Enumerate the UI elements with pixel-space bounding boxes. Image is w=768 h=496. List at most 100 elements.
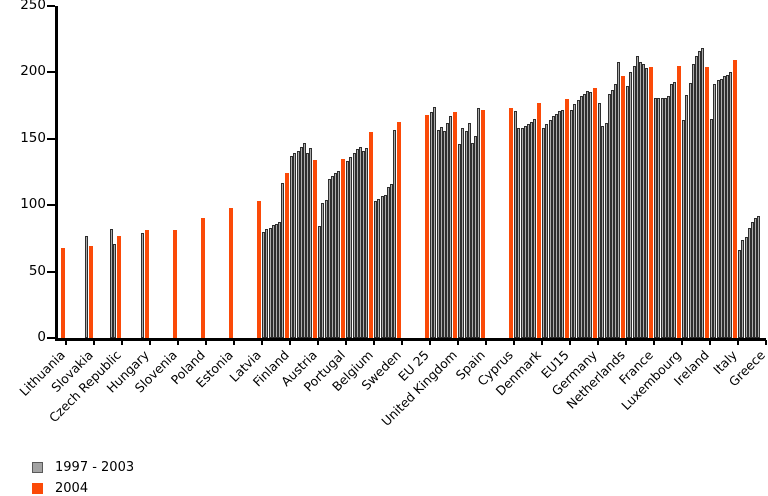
bar-2004 (676, 66, 682, 338)
bar-1997-2003 (573, 104, 577, 338)
bar-2004 (536, 103, 542, 338)
bar-1997-2003 (309, 148, 313, 338)
bar-2004 (340, 159, 346, 338)
bar-1997-2003 (530, 122, 534, 338)
x-tick (400, 340, 403, 345)
bar-1997-2003 (110, 229, 114, 338)
bar-2004 (508, 108, 514, 338)
bar-2004 (172, 230, 178, 338)
bar-1997-2003 (352, 153, 356, 338)
bar-1997-2003 (586, 91, 590, 338)
bar-1997-2003 (355, 149, 359, 338)
bar-1997-2003 (716, 80, 720, 338)
y-tick (47, 137, 55, 140)
bar-1997-2003 (663, 98, 667, 338)
bar-1997-2003 (85, 236, 89, 338)
bar-1997-2003 (290, 156, 294, 338)
bar-1997-2003 (374, 201, 378, 338)
bar-1997-2003 (477, 108, 481, 338)
bar-1997-2003 (660, 98, 664, 338)
bar-1997-2003 (337, 171, 341, 338)
bar-1997-2003 (673, 82, 677, 338)
x-tick (372, 340, 375, 345)
legend-item-1997-2003: 1997 - 2003 (32, 457, 134, 478)
bar-1997-2003 (275, 224, 278, 338)
bar-1997-2003 (346, 161, 350, 338)
bar-1997-2003 (268, 228, 272, 338)
bar-1997-2003 (362, 151, 366, 338)
bar-2004 (424, 115, 430, 338)
bar-1997-2003 (514, 111, 518, 338)
y-tick-label: 50 (28, 262, 46, 279)
bar-1997-2003 (324, 200, 328, 338)
bar-1997-2003 (738, 250, 742, 338)
x-tick (92, 340, 95, 345)
bar-1997-2003 (639, 62, 642, 338)
x-tick (624, 340, 627, 345)
bar-1997-2003 (741, 240, 745, 338)
y-tick-label: 200 (20, 63, 46, 80)
bar-1997-2003 (642, 64, 646, 338)
bar-2004 (88, 246, 94, 338)
bar-1997-2003 (561, 110, 565, 338)
legend-item-2004: 2004 (32, 478, 134, 496)
bar-1997-2003 (598, 103, 602, 338)
bar-1997-2003 (751, 222, 754, 338)
x-tick (680, 340, 683, 345)
bar-2004 (368, 132, 374, 338)
bar-1997-2003 (464, 131, 468, 338)
bar-1997-2003 (387, 187, 390, 338)
bar-1997-2003 (614, 84, 618, 338)
bar-1997-2003 (306, 153, 310, 338)
bar-1997-2003 (113, 244, 117, 338)
y-tick (47, 204, 55, 207)
bar-1997-2003 (293, 153, 297, 338)
bar-1997-2003 (657, 98, 661, 338)
legend-swatch-2004 (32, 483, 43, 494)
bar-1997-2003 (629, 72, 633, 338)
x-axis-line (55, 338, 766, 341)
bar-1997-2003 (701, 48, 705, 338)
bar-1997-2003 (433, 107, 437, 338)
bar-1997-2003 (281, 183, 285, 338)
x-tick (568, 340, 571, 345)
bar-1997-2003 (691, 64, 695, 338)
bar-1997-2003 (296, 151, 300, 338)
bar-1997-2003 (365, 148, 369, 338)
x-tick (456, 340, 459, 345)
bar-2004 (116, 236, 122, 338)
bar-1997-2003 (446, 123, 450, 338)
bar-1997-2003 (265, 229, 269, 338)
bar-1997-2003 (632, 66, 636, 338)
x-tick (764, 340, 767, 345)
bar-1997-2003 (331, 176, 334, 338)
bar-1997-2003 (436, 130, 440, 338)
bar-2004 (592, 88, 598, 338)
bar-1997-2003 (710, 119, 714, 338)
bar-1997-2003 (449, 116, 453, 338)
bar-1997-2003 (271, 225, 275, 338)
bar-1997-2003 (604, 123, 608, 338)
bar-1997-2003 (635, 56, 639, 338)
bar-1997-2003 (723, 76, 726, 338)
bar-1997-2003 (667, 96, 670, 338)
bar-1997-2003 (383, 195, 387, 338)
bar-1997-2003 (729, 72, 733, 338)
bar-1997-2003 (262, 232, 266, 338)
bar-1997-2003 (551, 116, 555, 338)
bar-1997-2003 (719, 79, 723, 338)
bar-1997-2003 (607, 94, 611, 338)
bar-1997-2003 (471, 143, 474, 338)
x-tick (708, 340, 711, 345)
bar-2004 (396, 122, 402, 338)
x-tick (596, 340, 599, 345)
x-tick (316, 340, 319, 345)
bar-1997-2003 (517, 128, 521, 338)
x-tick (204, 340, 207, 345)
x-tick (484, 340, 487, 345)
bar-1997-2003 (726, 75, 730, 338)
x-tick (232, 340, 235, 345)
bar-2004 (564, 99, 570, 338)
bar-1997-2003 (533, 119, 537, 338)
bar-2004 (452, 112, 458, 338)
